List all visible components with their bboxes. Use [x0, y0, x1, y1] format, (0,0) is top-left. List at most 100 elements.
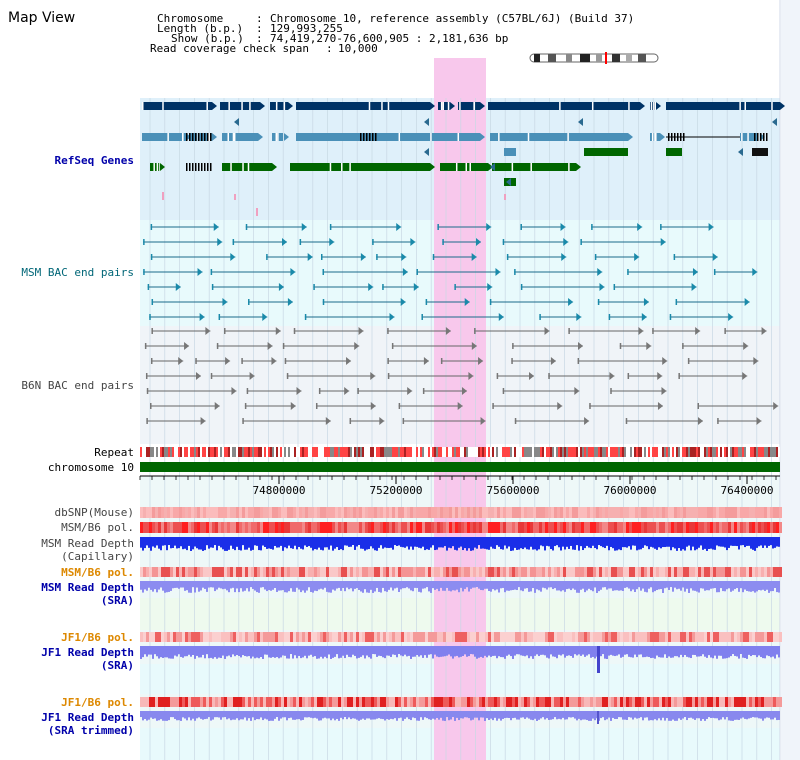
- bac-pair-arrow: [708, 223, 714, 231]
- heat-cell: [716, 632, 719, 642]
- heat-cell: [383, 697, 386, 707]
- bac-pair-end: [286, 373, 289, 379]
- depth-bar: [354, 537, 356, 550]
- repeat-mark: [442, 447, 444, 457]
- depth-bar: [350, 711, 352, 720]
- heat-cell: [191, 567, 194, 577]
- track-label-refseq[interactable]: RefSeq Genes: [54, 154, 134, 167]
- depth-bar: [498, 581, 500, 593]
- track-label-msm-b6-pol-2[interactable]: MSM/B6 pol.: [61, 566, 134, 579]
- depth-bar: [714, 537, 716, 550]
- depth-bar: [624, 646, 626, 655]
- heat-cell: [404, 697, 407, 707]
- track-label-msm-bac[interactable]: MSM BAC end pairs: [21, 266, 134, 279]
- depth-bar: [166, 581, 168, 593]
- depth-bar: [288, 646, 290, 659]
- depth-bar: [288, 537, 290, 546]
- depth-bar: [534, 581, 536, 593]
- heat-cell: [464, 697, 467, 707]
- depth-bar: [370, 711, 372, 720]
- heat-cell: [263, 507, 266, 518]
- depth-bar: [740, 646, 742, 655]
- bac-pair-end: [496, 373, 499, 379]
- heat-cell: [770, 567, 773, 577]
- gene-exon-gap: [567, 133, 569, 141]
- heat-cell: [152, 567, 155, 577]
- depth-bar: [366, 581, 368, 593]
- track-label-msm-b6-pol[interactable]: MSM/B6 pol.: [61, 521, 134, 534]
- heat-cell: [380, 522, 383, 533]
- chromosome-ideogram[interactable]: [528, 52, 660, 64]
- repeat-mark: [768, 447, 770, 457]
- heat-cell: [392, 632, 395, 642]
- depth-bar: [250, 711, 252, 721]
- track-label-chromosome[interactable]: chromosome 10: [47, 461, 134, 474]
- repeat-mark: [348, 447, 350, 457]
- depth-bar: [250, 581, 252, 588]
- heat-cell: [668, 507, 671, 518]
- heat-cell: [638, 522, 641, 533]
- bac-pair-arrow: [410, 238, 416, 246]
- gene-exon: [677, 133, 679, 141]
- heat-cell: [479, 567, 482, 577]
- track-label-jf1-depth-sra[interactable]: JF1 Read Depth: [41, 646, 134, 659]
- depth-bar: [742, 537, 744, 546]
- heat-cell: [509, 507, 512, 518]
- depth-bar: [416, 581, 418, 588]
- depth-bar: [248, 537, 250, 548]
- heat-cell: [212, 632, 215, 642]
- depth-bar: [732, 581, 734, 591]
- track-label-dbsnp[interactable]: dbSNP(Mouse): [54, 506, 134, 519]
- depth-bar: [222, 581, 224, 590]
- heat-cell: [197, 697, 200, 707]
- heat-cell: [215, 567, 218, 577]
- repeat-mark: [264, 447, 266, 457]
- repeat-mark: [600, 447, 602, 457]
- heat-cell: [551, 567, 554, 577]
- depth-bar: [298, 537, 300, 547]
- heat-cell: [158, 632, 161, 642]
- depth-bar: [586, 646, 588, 656]
- depth-bar: [728, 581, 730, 589]
- repeat-mark: [346, 447, 348, 457]
- depth-bar: [674, 581, 676, 588]
- track-label-msm-depth-capillary[interactable]: MSM Read Depth: [41, 537, 134, 550]
- depth-bar: [656, 646, 658, 656]
- bac-pair-arrow: [692, 268, 698, 276]
- repeat-mark: [338, 447, 340, 457]
- track-label-jf1-depth-trimmed[interactable]: JF1 Read Depth: [41, 711, 134, 724]
- gene-exon: [192, 163, 194, 171]
- depth-bar: [450, 581, 452, 592]
- repeat-mark: [464, 447, 466, 457]
- heat-cell: [662, 522, 665, 533]
- depth-bar: [710, 537, 712, 549]
- track-label-msm-depth-sra[interactable]: MSM Read Depth: [41, 581, 134, 594]
- heat-cell: [599, 567, 602, 577]
- depth-bar: [142, 537, 144, 551]
- depth-bar: [478, 711, 480, 721]
- track-label-jf1-b6-pol-2[interactable]: JF1/B6 pol.: [61, 696, 134, 709]
- heat-cell: [482, 522, 485, 533]
- gene-exon-gap: [473, 102, 475, 110]
- depth-bar: [576, 537, 578, 546]
- track-label-repeat[interactable]: Repeat: [94, 446, 134, 459]
- heat-cell: [239, 632, 242, 642]
- heat-cell: [353, 632, 356, 642]
- depth-bar: [774, 581, 776, 589]
- heat-cell: [401, 632, 404, 642]
- track-label-jf1-b6-pol[interactable]: JF1/B6 pol.: [61, 631, 134, 644]
- gene-exon-gap: [247, 163, 250, 171]
- depth-bar: [310, 711, 312, 718]
- depth-bar: [422, 581, 424, 589]
- track-label-b6n-bac[interactable]: B6N BAC end pairs: [21, 379, 134, 392]
- depth-bar: [668, 537, 670, 547]
- depth-bar: [620, 581, 622, 591]
- repeat-mark: [378, 447, 380, 457]
- depth-bar: [194, 581, 196, 593]
- repeat-mark: [262, 447, 264, 457]
- depth-bar: [284, 711, 286, 718]
- depth-bar: [778, 537, 780, 547]
- repeat-mark: [434, 447, 436, 457]
- heat-cell: [323, 507, 326, 518]
